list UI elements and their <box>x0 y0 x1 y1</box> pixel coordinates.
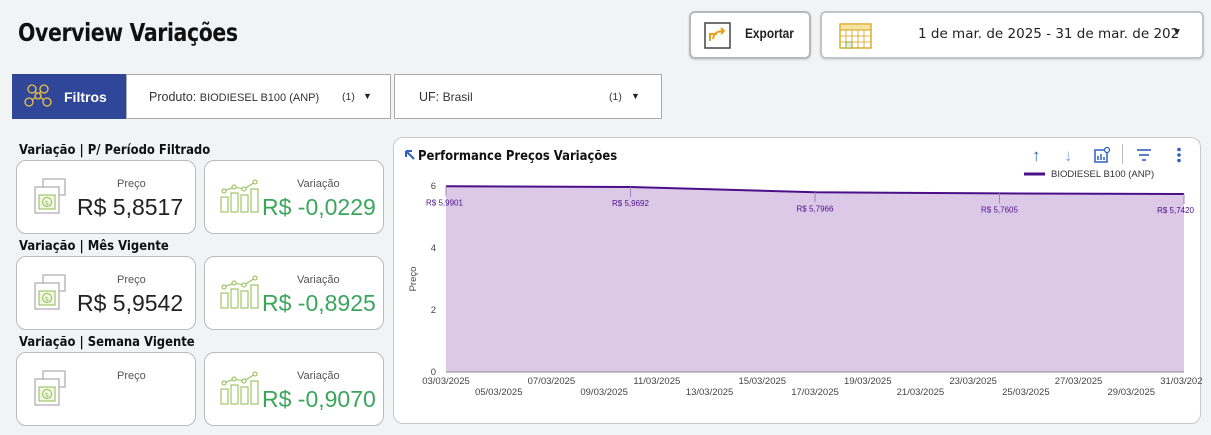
filter-network-icon <box>24 84 52 107</box>
x-tick-label: 27/03/2025 <box>1055 376 1103 387</box>
x-tick-label: 15/03/2025 <box>739 376 787 387</box>
area-chart: R$ 5,9901 R$ 5,9692 R$ 5,7966 R$ 5,7605 R$ 5… <box>408 169 1202 398</box>
produto-count: (1) <box>342 91 355 103</box>
money-bill-icon: $ <box>34 274 66 310</box>
svg-text:$: $ <box>45 391 49 399</box>
chevron-down-icon[interactable]: ▼ <box>363 91 372 101</box>
series-area <box>446 186 1184 372</box>
y-axis-label: Preço <box>408 267 419 292</box>
toolbar-divider <box>1122 144 1123 164</box>
chevron-down-icon[interactable]: ▼ <box>1172 27 1182 38</box>
date-range-text: 1 de mar. de 2025 - 31 de mar. de 202 <box>918 26 1180 42</box>
drill-up-icon[interactable] <box>404 149 416 161</box>
arrow-down-icon[interactable]: ↓ <box>1064 146 1073 165</box>
variation-value: R$ -0,8925 <box>262 290 376 316</box>
variation-label: Variação <box>297 274 340 286</box>
section-label-semana: Variação | Semana Vigente <box>19 334 195 350</box>
filters-label: Filtros <box>64 89 107 105</box>
uf-value: Brasil <box>442 90 473 104</box>
price-value: R$ 5,8517 <box>77 194 184 220</box>
variation-value: R$ -0,0229 <box>262 194 376 220</box>
x-tick-label: 17/03/2025 <box>791 387 839 398</box>
data-label: R$ 5,7605 <box>981 205 1018 214</box>
uf-dropdown[interactable]: UF: Brasil (1) ▼ <box>394 74 662 119</box>
filter-icon[interactable] <box>1136 148 1152 162</box>
produto-dropdown[interactable]: Produto: BIODIESEL B100 (ANP) (1) ▼ <box>126 74 391 119</box>
date-range-picker[interactable]: 1 de mar. de 2025 - 31 de mar. de 202 ▼ <box>820 11 1204 59</box>
y-tick-label: 6 <box>431 181 436 192</box>
x-tick-label: 09/03/2025 <box>580 387 628 398</box>
data-label: R$ 5,9692 <box>612 199 649 208</box>
x-tick-label: 25/03/2025 <box>1002 387 1050 398</box>
chevron-down-icon[interactable]: ▼ <box>631 91 640 101</box>
variation-value: R$ -0,9070 <box>262 386 376 412</box>
x-tick-label: 31/03/2025 <box>1160 376 1202 387</box>
section-label-mes: Variação | Mês Vigente <box>19 238 169 254</box>
data-label: R$ 5,9901 <box>426 198 463 207</box>
x-tick-label: 07/03/2025 <box>528 376 576 387</box>
chart-title: Performance Preços Variações <box>418 148 618 164</box>
price-label: Preço <box>117 370 146 382</box>
data-label: R$ 5,7966 <box>797 204 834 213</box>
section-label-periodo: Variação | P/ Período Filtrado <box>19 142 211 158</box>
y-tick-label: 0 <box>431 367 436 378</box>
bar-chart-growth-icon <box>220 275 259 309</box>
price-card-periodo: $ Preço R$ 5,8517 <box>16 160 196 234</box>
data-label: R$ 5,7420 <box>1157 206 1194 215</box>
money-bill-icon: $ <box>34 178 66 214</box>
y-tick-label: 4 <box>431 243 436 254</box>
variation-card-mes: Variação R$ -0,8925 <box>204 256 384 330</box>
bar-chart-growth-icon <box>220 179 259 213</box>
svg-text:$: $ <box>45 295 49 303</box>
svg-text:$: $ <box>45 199 49 207</box>
arrow-up-icon[interactable]: ↑ <box>1032 146 1041 165</box>
export-icon <box>704 22 731 49</box>
x-tick-label: 21/03/2025 <box>897 387 945 398</box>
export-button[interactable]: Exportar <box>689 11 811 59</box>
produto-value: BIODIESEL B100 (ANP) <box>199 92 320 104</box>
export-label: Exportar <box>745 25 794 41</box>
chart-panel: R$ 5,9901 R$ 5,9692 R$ 5,7966 R$ 5,7605 R$ 5… <box>393 137 1202 424</box>
price-value: R$ 5,9542 <box>77 290 184 316</box>
uf-dropdown-text: UF: Brasil <box>419 90 473 104</box>
filters-button[interactable]: Filtros <box>12 74 126 119</box>
x-tick-label: 03/03/2025 <box>422 376 470 387</box>
chart-settings-icon[interactable] <box>1094 147 1111 164</box>
money-bill-icon: $ <box>34 370 66 406</box>
price-card-mes: $ Preço R$ 5,9542 <box>16 256 196 330</box>
uf-key: UF: <box>419 90 443 104</box>
price-card-semana: $ Preço <box>16 352 196 426</box>
x-tick-label: 19/03/2025 <box>844 376 892 387</box>
uf-count: (1) <box>609 91 622 103</box>
x-tick-label: 23/03/2025 <box>949 376 997 387</box>
x-tick-label: 11/03/2025 <box>633 376 680 387</box>
x-tick-label: 05/03/2025 <box>475 387 523 398</box>
x-tick-label: 13/03/2025 <box>686 387 734 398</box>
more-vertical-icon[interactable] <box>1176 147 1182 163</box>
price-label: Preço <box>117 178 146 190</box>
variation-card-semana: Variação R$ -0,9070 <box>204 352 384 426</box>
y-tick-label: 2 <box>431 305 436 316</box>
x-tick-label: 29/03/2025 <box>1108 387 1156 398</box>
legend-label: BIODIESEL B100 (ANP) <box>1051 169 1154 180</box>
produto-key: Produto: <box>149 90 200 104</box>
produto-dropdown-text: Produto: BIODIESEL B100 (ANP) <box>149 90 319 104</box>
variation-label: Variação <box>297 178 340 190</box>
calendar-icon <box>839 23 872 49</box>
variation-label: Variação <box>297 370 340 382</box>
page-title: Overview Variações <box>18 18 238 47</box>
variation-card-periodo: Variação R$ -0,0229 <box>204 160 384 234</box>
bar-chart-growth-icon <box>220 371 259 405</box>
price-label: Preço <box>117 274 146 286</box>
